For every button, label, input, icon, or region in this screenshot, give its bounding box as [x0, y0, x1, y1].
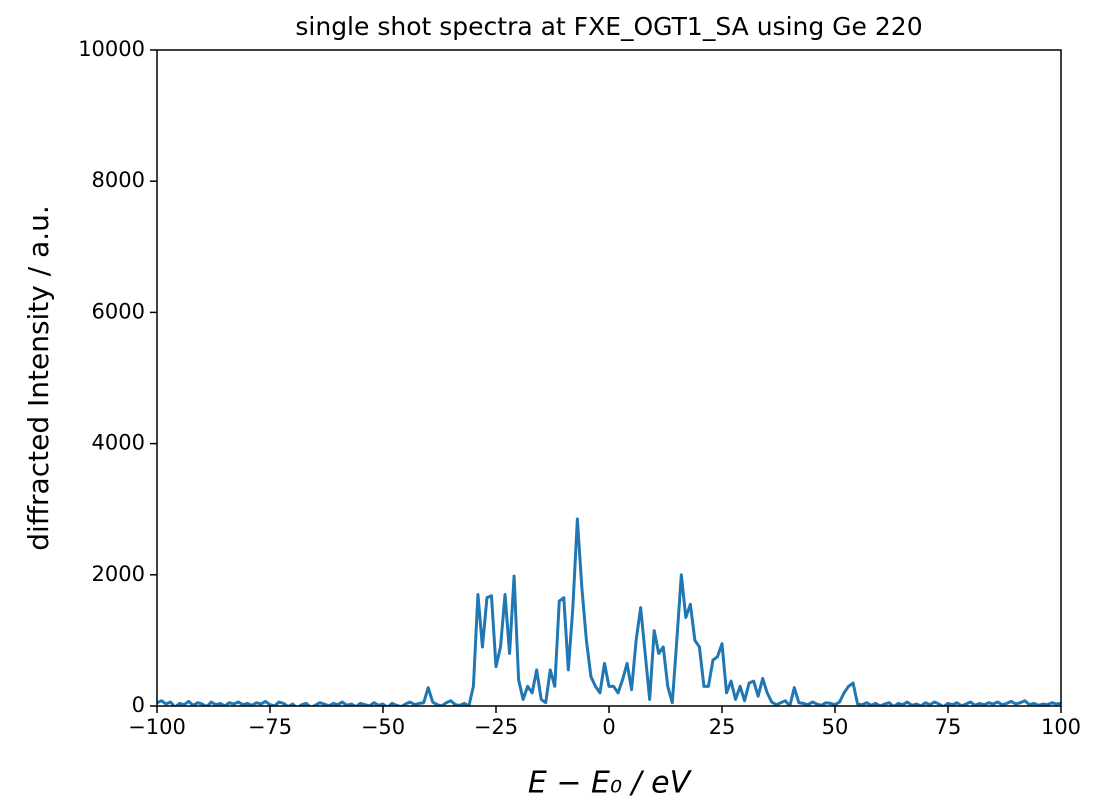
x-tick-label: −50	[361, 715, 405, 739]
y-tick-label: 8000	[92, 168, 145, 192]
x-tick-label: 100	[1041, 715, 1081, 739]
x-tick-label: 50	[822, 715, 849, 739]
y-tick-label: 2000	[92, 562, 145, 586]
chart-title: single shot spectra at FXE_OGT1_SA using…	[295, 12, 922, 41]
x-tick-label: 75	[935, 715, 962, 739]
plot-frame	[156, 49, 1062, 707]
x-tick-label: −100	[128, 715, 186, 739]
y-tick-label: 10000	[78, 37, 145, 61]
spectrum-line	[157, 517, 1061, 706]
y-tick-label: 0	[132, 693, 145, 717]
x-axis-label: E − E₀ / eV	[528, 766, 693, 801]
y-tick-label: 6000	[92, 299, 145, 323]
x-tick-label: −75	[248, 715, 292, 739]
y-tick-label: 4000	[92, 431, 145, 455]
x-tick-label: 25	[709, 715, 736, 739]
y-axis-label: diffracted Intensity / a.u.	[22, 205, 55, 551]
x-tick-label: 0	[602, 715, 615, 739]
x-tick-label: −25	[474, 715, 518, 739]
